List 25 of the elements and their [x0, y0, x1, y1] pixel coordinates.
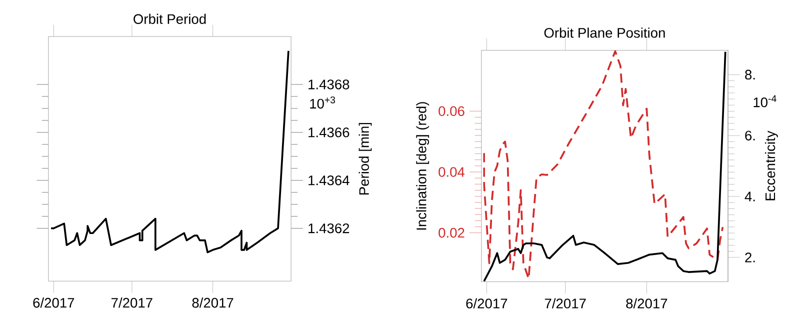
y2-tick-label: 8. [745, 70, 755, 80]
chart-title: Orbit Period [134, 14, 206, 24]
y-tick-label: 1.4368 [308, 79, 350, 90]
y-tick-label: 0.06 [438, 106, 464, 116]
y2-axis-title: Eccentricity [765, 130, 778, 200]
x-tick-label: 6/2017 [466, 298, 508, 308]
y2-tick-label: 4. [744, 192, 755, 202]
x-tick-label: 8/2017 [626, 298, 668, 308]
text: 10$^{+3}$ [310, 96, 336, 108]
x-tick-label: 7/2017 [544, 298, 586, 308]
y-tick-label: 0.02 [438, 228, 464, 238]
y-tick-label: 1.4366 [308, 127, 350, 138]
x-tick-label: 8/2017 [192, 297, 234, 308]
line-series [50, 50, 290, 254]
y-tick-label: 1.4364 [308, 175, 350, 186]
y-tick-label: 0.04 [438, 166, 465, 177]
y-tick-label: 1.4362 [308, 223, 350, 234]
text: 10$^{-4}$ [754, 95, 776, 108]
x-tick-label: 6/2017 [33, 297, 74, 308]
x-tick-label: 7/2017 [112, 297, 152, 308]
chart-title: Orbit Plane Position [544, 27, 665, 38]
y2-tick-label: 6. [745, 130, 755, 140]
y-axis-title: Period [min] [358, 122, 372, 194]
y2-tick-label: 2. [745, 252, 755, 262]
y-axis-title: Inclination [deg] (red) [416, 102, 430, 230]
